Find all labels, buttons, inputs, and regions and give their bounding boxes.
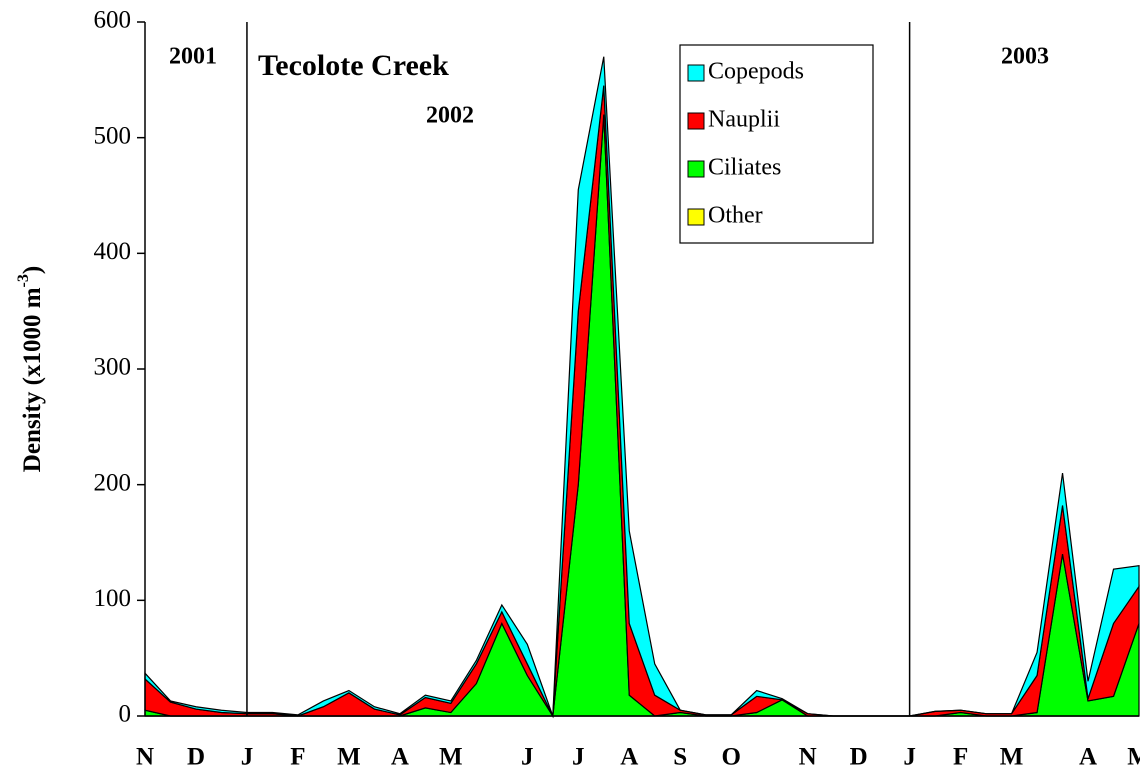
x-tick-label: M bbox=[1127, 744, 1140, 771]
y-label-sup: -3 bbox=[15, 274, 32, 287]
legend-label: Copepods bbox=[708, 59, 804, 85]
x-tick-label: A bbox=[1079, 744, 1097, 771]
x-tick-label: J bbox=[572, 744, 585, 771]
legend-box bbox=[679, 44, 874, 244]
x-tick-label: N bbox=[799, 744, 817, 771]
x-tick-label: A bbox=[391, 744, 409, 771]
x-tick-label: M bbox=[337, 744, 361, 771]
y-tick-label: 200 bbox=[94, 469, 132, 496]
y-tick-label: 400 bbox=[94, 238, 132, 265]
year-label: 2002 bbox=[426, 103, 474, 129]
legend-swatch bbox=[687, 160, 705, 178]
x-tick-label: J bbox=[241, 744, 254, 771]
legend-label: Ciliates bbox=[708, 155, 781, 181]
x-tick-label: O bbox=[721, 744, 740, 771]
chart-title: Tecolote Creek bbox=[258, 49, 449, 82]
y-tick-label: 100 bbox=[94, 585, 132, 612]
x-tick-label: D bbox=[850, 744, 868, 771]
legend-label: Other bbox=[708, 203, 763, 229]
area bbox=[144, 56, 1140, 719]
x-tick-label: M bbox=[439, 744, 463, 771]
y-label-text: Density (x1000 m bbox=[19, 287, 46, 472]
legend-swatch bbox=[687, 112, 705, 130]
year-label: 2001 bbox=[169, 44, 217, 70]
y-tick-label: 500 bbox=[94, 122, 132, 149]
x-tick-label: N bbox=[136, 744, 154, 771]
legend-swatch bbox=[687, 64, 705, 82]
y-axis-label: Density (x1000 m-3) bbox=[15, 266, 46, 472]
x-tick-label: M bbox=[1000, 744, 1024, 771]
x-tick-label: J bbox=[903, 744, 916, 771]
legend-label: Nauplii bbox=[708, 107, 780, 133]
x-tick-label: F bbox=[290, 744, 305, 771]
legend-swatch bbox=[687, 208, 705, 226]
x-tick-label: J bbox=[521, 744, 534, 771]
y-tick-label: 0 bbox=[119, 701, 132, 728]
x-tick-label: F bbox=[953, 744, 968, 771]
y-tick-label: 300 bbox=[94, 354, 132, 381]
year-label: 2003 bbox=[1001, 44, 1049, 70]
x-tick-label: D bbox=[187, 744, 205, 771]
y-label-end: ) bbox=[19, 266, 46, 274]
x-tick-label: A bbox=[620, 744, 638, 771]
y-tick-label: 600 bbox=[94, 7, 132, 34]
x-tick-label: S bbox=[673, 744, 687, 771]
